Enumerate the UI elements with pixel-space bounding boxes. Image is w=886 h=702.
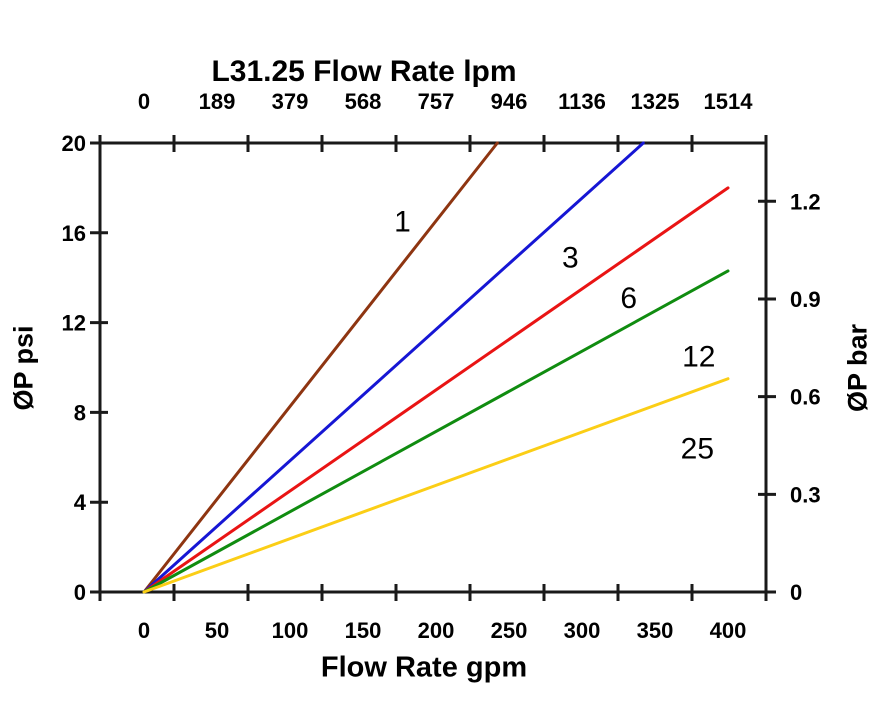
series-line-25 [142,377,730,594]
series-line-3 [142,141,645,594]
top-tick-label: 1136 [558,89,606,114]
y-axis-left-title: ØP psi [8,325,39,411]
y-right-tick-label: 0.6 [790,385,821,410]
top-tick-label: 0 [138,89,150,114]
top-tick-label: 189 [199,89,236,114]
top-tick-label: 1325 [631,89,680,114]
series-label-6: 6 [620,282,637,315]
top-tick-label: 568 [345,89,382,114]
series-line-12 [142,269,730,594]
y-right-tick-label: 1.2 [790,189,821,214]
x-tick-label: 0 [138,618,150,643]
y-left-tick-label: 4 [74,490,87,515]
y-left-tick-label: 12 [62,311,86,336]
x-tick-label: 100 [272,618,309,643]
x-tick-label: 250 [491,618,528,643]
series-label-1: 1 [394,206,411,239]
y-left-tick-label: 8 [74,400,86,425]
y-left-tick-label: 20 [62,131,86,156]
x-tick-label: 300 [564,618,601,643]
y-right-tick-label: 0.3 [790,482,821,507]
x-tick-label: 400 [710,618,747,643]
top-tick-label: 946 [491,89,528,114]
x-tick-label: 200 [418,618,455,643]
y-left-tick-label: 16 [62,221,86,246]
chart-title: L31.25 Flow Rate lpm [211,55,517,88]
y-right-tick-label: 0 [790,580,802,605]
x-axis-title: Flow Rate gpm [320,651,528,684]
x-tick-label: 350 [637,618,674,643]
y-left-tick-label: 0 [74,580,86,605]
plot-border [98,141,768,594]
series-line-1 [142,141,499,594]
y-right-tick-label: 0.9 [790,287,821,312]
top-tick-label: 757 [418,89,455,114]
series-label-3: 3 [562,241,579,274]
series-label-12: 12 [682,340,715,373]
series-line-6 [142,186,730,594]
top-tick-label: 1514 [704,89,754,114]
x-tick-label: 50 [205,618,229,643]
x-tick-label: 150 [345,618,382,643]
y-axis-right-title: ØP bar [842,323,873,413]
series-label-25: 25 [681,432,714,465]
top-tick-label: 379 [272,89,309,114]
